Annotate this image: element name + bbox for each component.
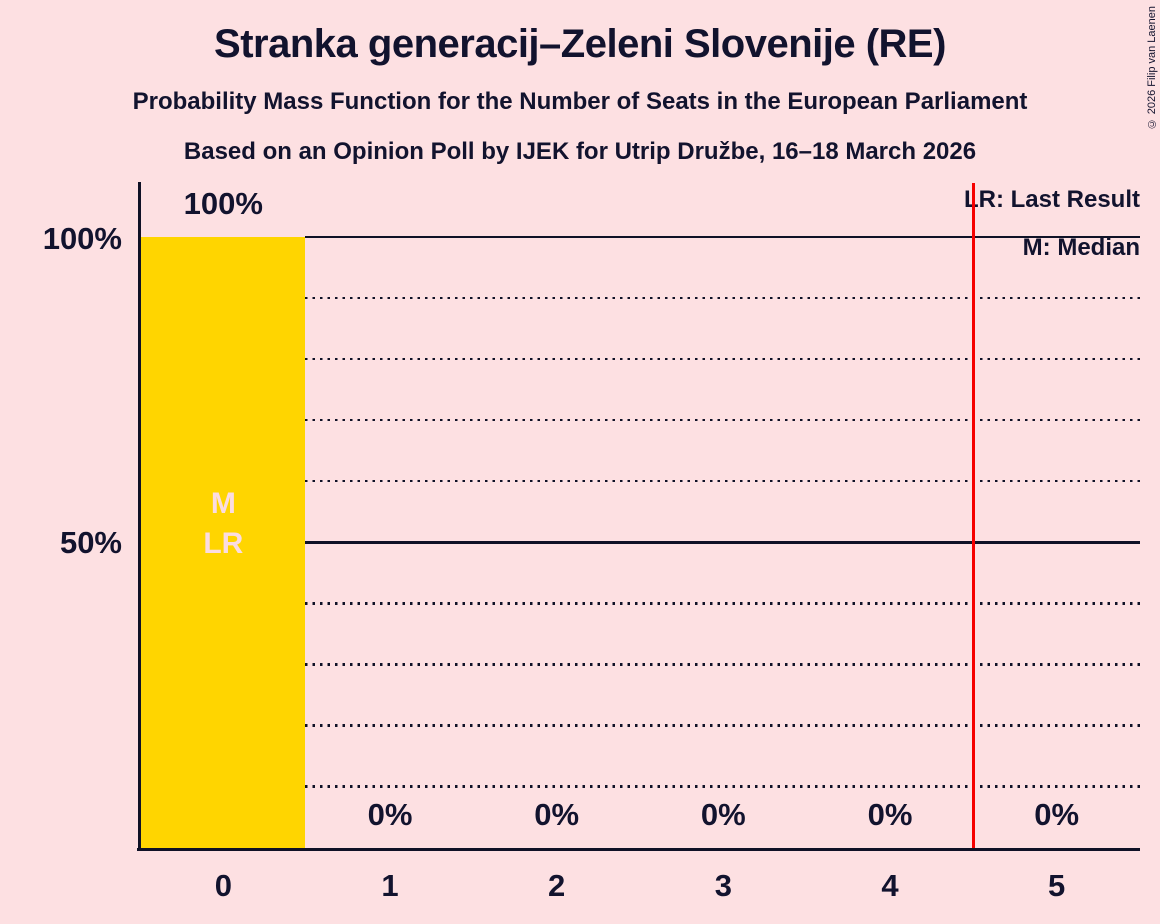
gridline-dotted-20 — [305, 724, 1140, 727]
bar-value-label-seat-3: 0% — [700, 797, 746, 832]
chart-title: Stranka generacij–Zeleni Slovenije (RE) — [214, 22, 946, 66]
gridline-dotted-60 — [305, 479, 1140, 483]
bar-value-label-seat-0: 100% — [183, 186, 263, 221]
bar-seat-0 — [141, 237, 306, 848]
bar-annotation-median-lastresult: M LR — [141, 484, 305, 564]
red-reference-line — [971, 183, 975, 848]
gridline-dotted-30 — [305, 663, 1140, 666]
x-axis-line — [137, 848, 1140, 851]
legend-median: M: Median — [1022, 234, 1140, 261]
chart-subtitle: Probability Mass Function for the Number… — [132, 88, 1028, 115]
x-tick-label-3: 3 — [714, 868, 732, 903]
bar-value-label-seat-4: 0% — [867, 797, 913, 832]
bar-value-label-seat-5: 0% — [1034, 797, 1080, 832]
x-tick-label-1: 1 — [381, 868, 399, 903]
y-axis-label-100: 100% — [42, 221, 122, 256]
x-tick-label-5: 5 — [1048, 868, 1066, 903]
median-marker-label: M — [210, 487, 236, 520]
y-axis-label-50: 50% — [59, 525, 122, 560]
gridline-dotted-10 — [305, 785, 1140, 788]
y-axis-line — [138, 182, 141, 851]
gridline-solid-100 — [305, 235, 1140, 238]
last-result-marker-label: LR — [203, 527, 244, 560]
chart-poll-info: Based on an Opinion Poll by IJEK for Utr… — [183, 138, 977, 165]
legend-last-result: LR: Last Result — [963, 186, 1140, 213]
gridline-dotted-80 — [305, 357, 1140, 361]
gridline-dotted-40 — [305, 602, 1140, 605]
gridline-dotted-90 — [305, 296, 1140, 300]
bar-value-label-seat-1: 0% — [367, 797, 413, 832]
x-tick-label-0: 0 — [214, 868, 232, 903]
bar-value-label-seat-2: 0% — [534, 797, 580, 832]
gridline-dotted-70 — [305, 418, 1140, 422]
x-tick-label-2: 2 — [548, 868, 566, 903]
x-tick-label-4: 4 — [881, 868, 899, 903]
gridline-solid-50 — [305, 541, 1140, 544]
